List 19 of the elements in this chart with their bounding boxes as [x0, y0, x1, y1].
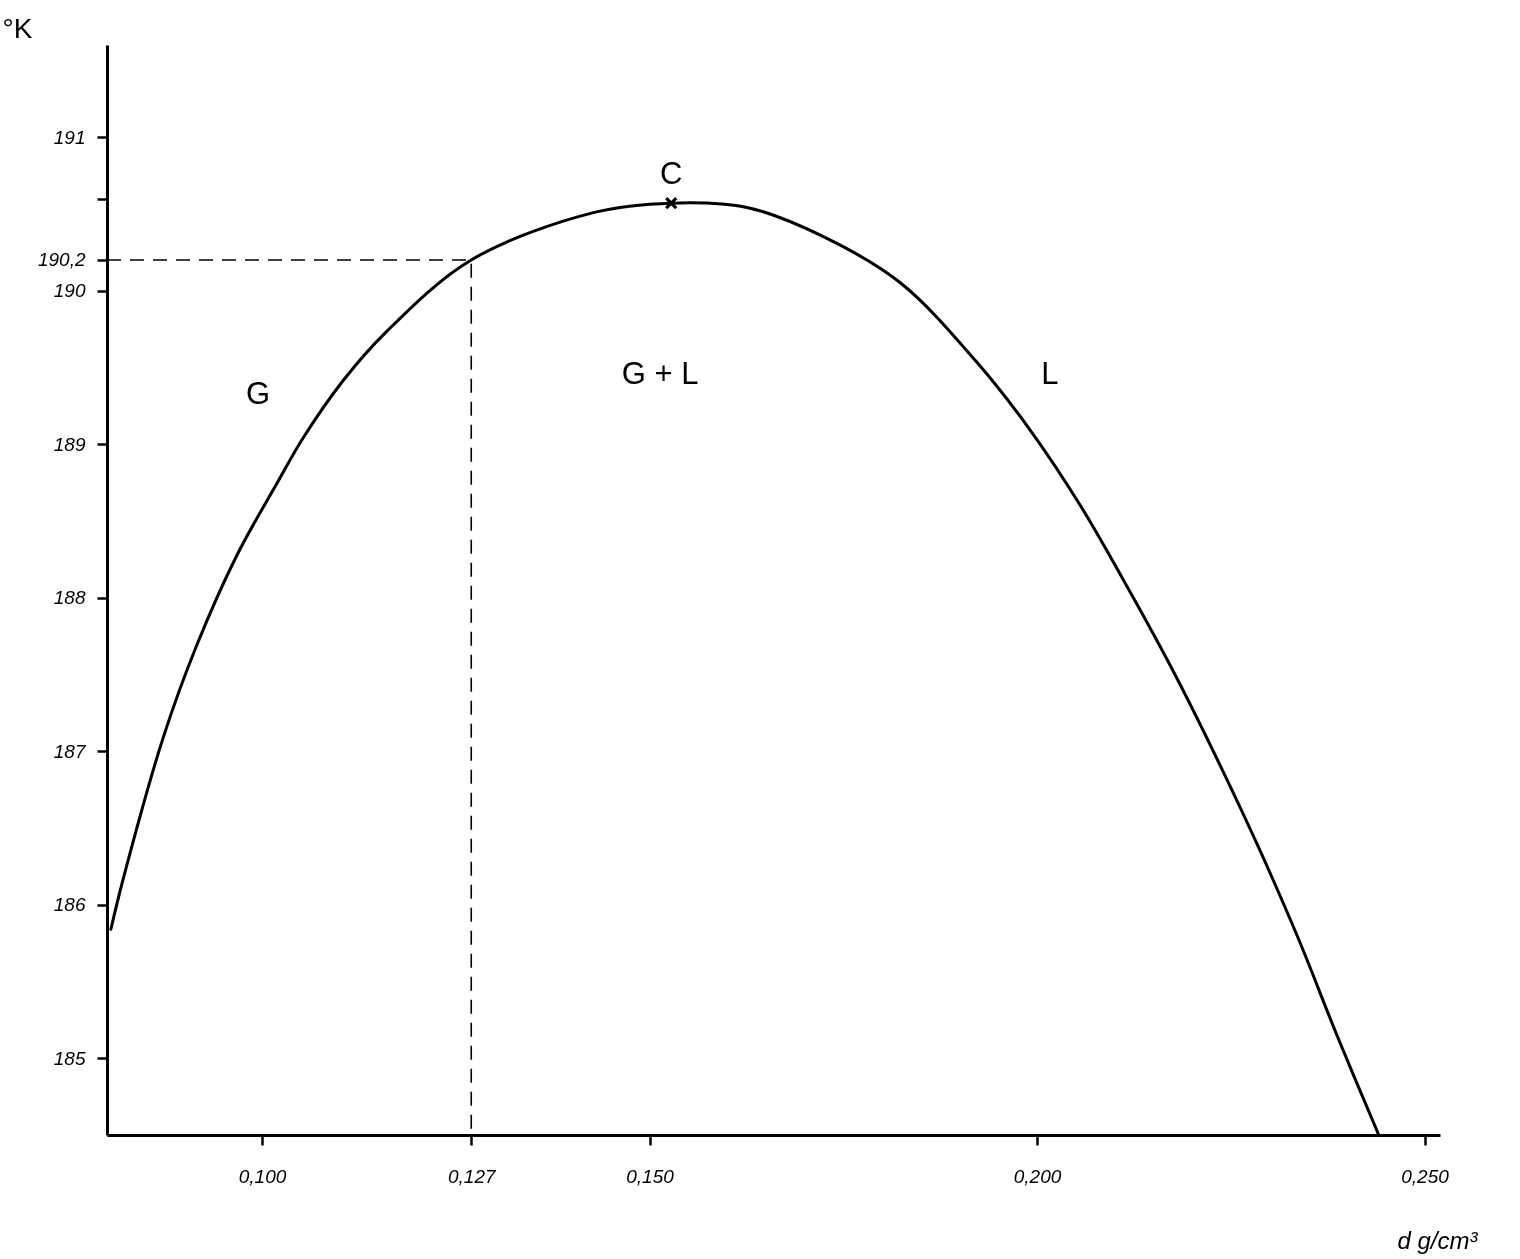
x-tick-label: 0,200 — [1013, 1165, 1062, 1187]
y-tick-label: 190,2 — [37, 249, 86, 271]
y-tick-label: 188 — [53, 587, 86, 609]
annotation: G + L — [621, 356, 699, 392]
x-tick-label: 0,250 — [1401, 1165, 1450, 1187]
y-tick-label: 191 — [53, 126, 86, 148]
annotation: G — [245, 376, 271, 411]
y-tick-label: 189 — [53, 433, 86, 455]
x-tick-label: 0,150 — [626, 1165, 675, 1187]
x-axis-title: d g/cm³ — [1397, 1226, 1479, 1254]
x-tick-label: 0,127 — [447, 1165, 497, 1187]
x-tick-label: 0,100 — [238, 1165, 287, 1187]
y-tick-label: 190 — [53, 280, 86, 302]
y-tick-label: 186 — [53, 894, 86, 916]
y-tick-label: 185 — [53, 1047, 86, 1069]
y-axis-title: °K — [2, 12, 33, 44]
annotation: C — [660, 156, 683, 192]
annotation: L — [1041, 356, 1059, 392]
y-tick-label: 187 — [53, 740, 87, 762]
